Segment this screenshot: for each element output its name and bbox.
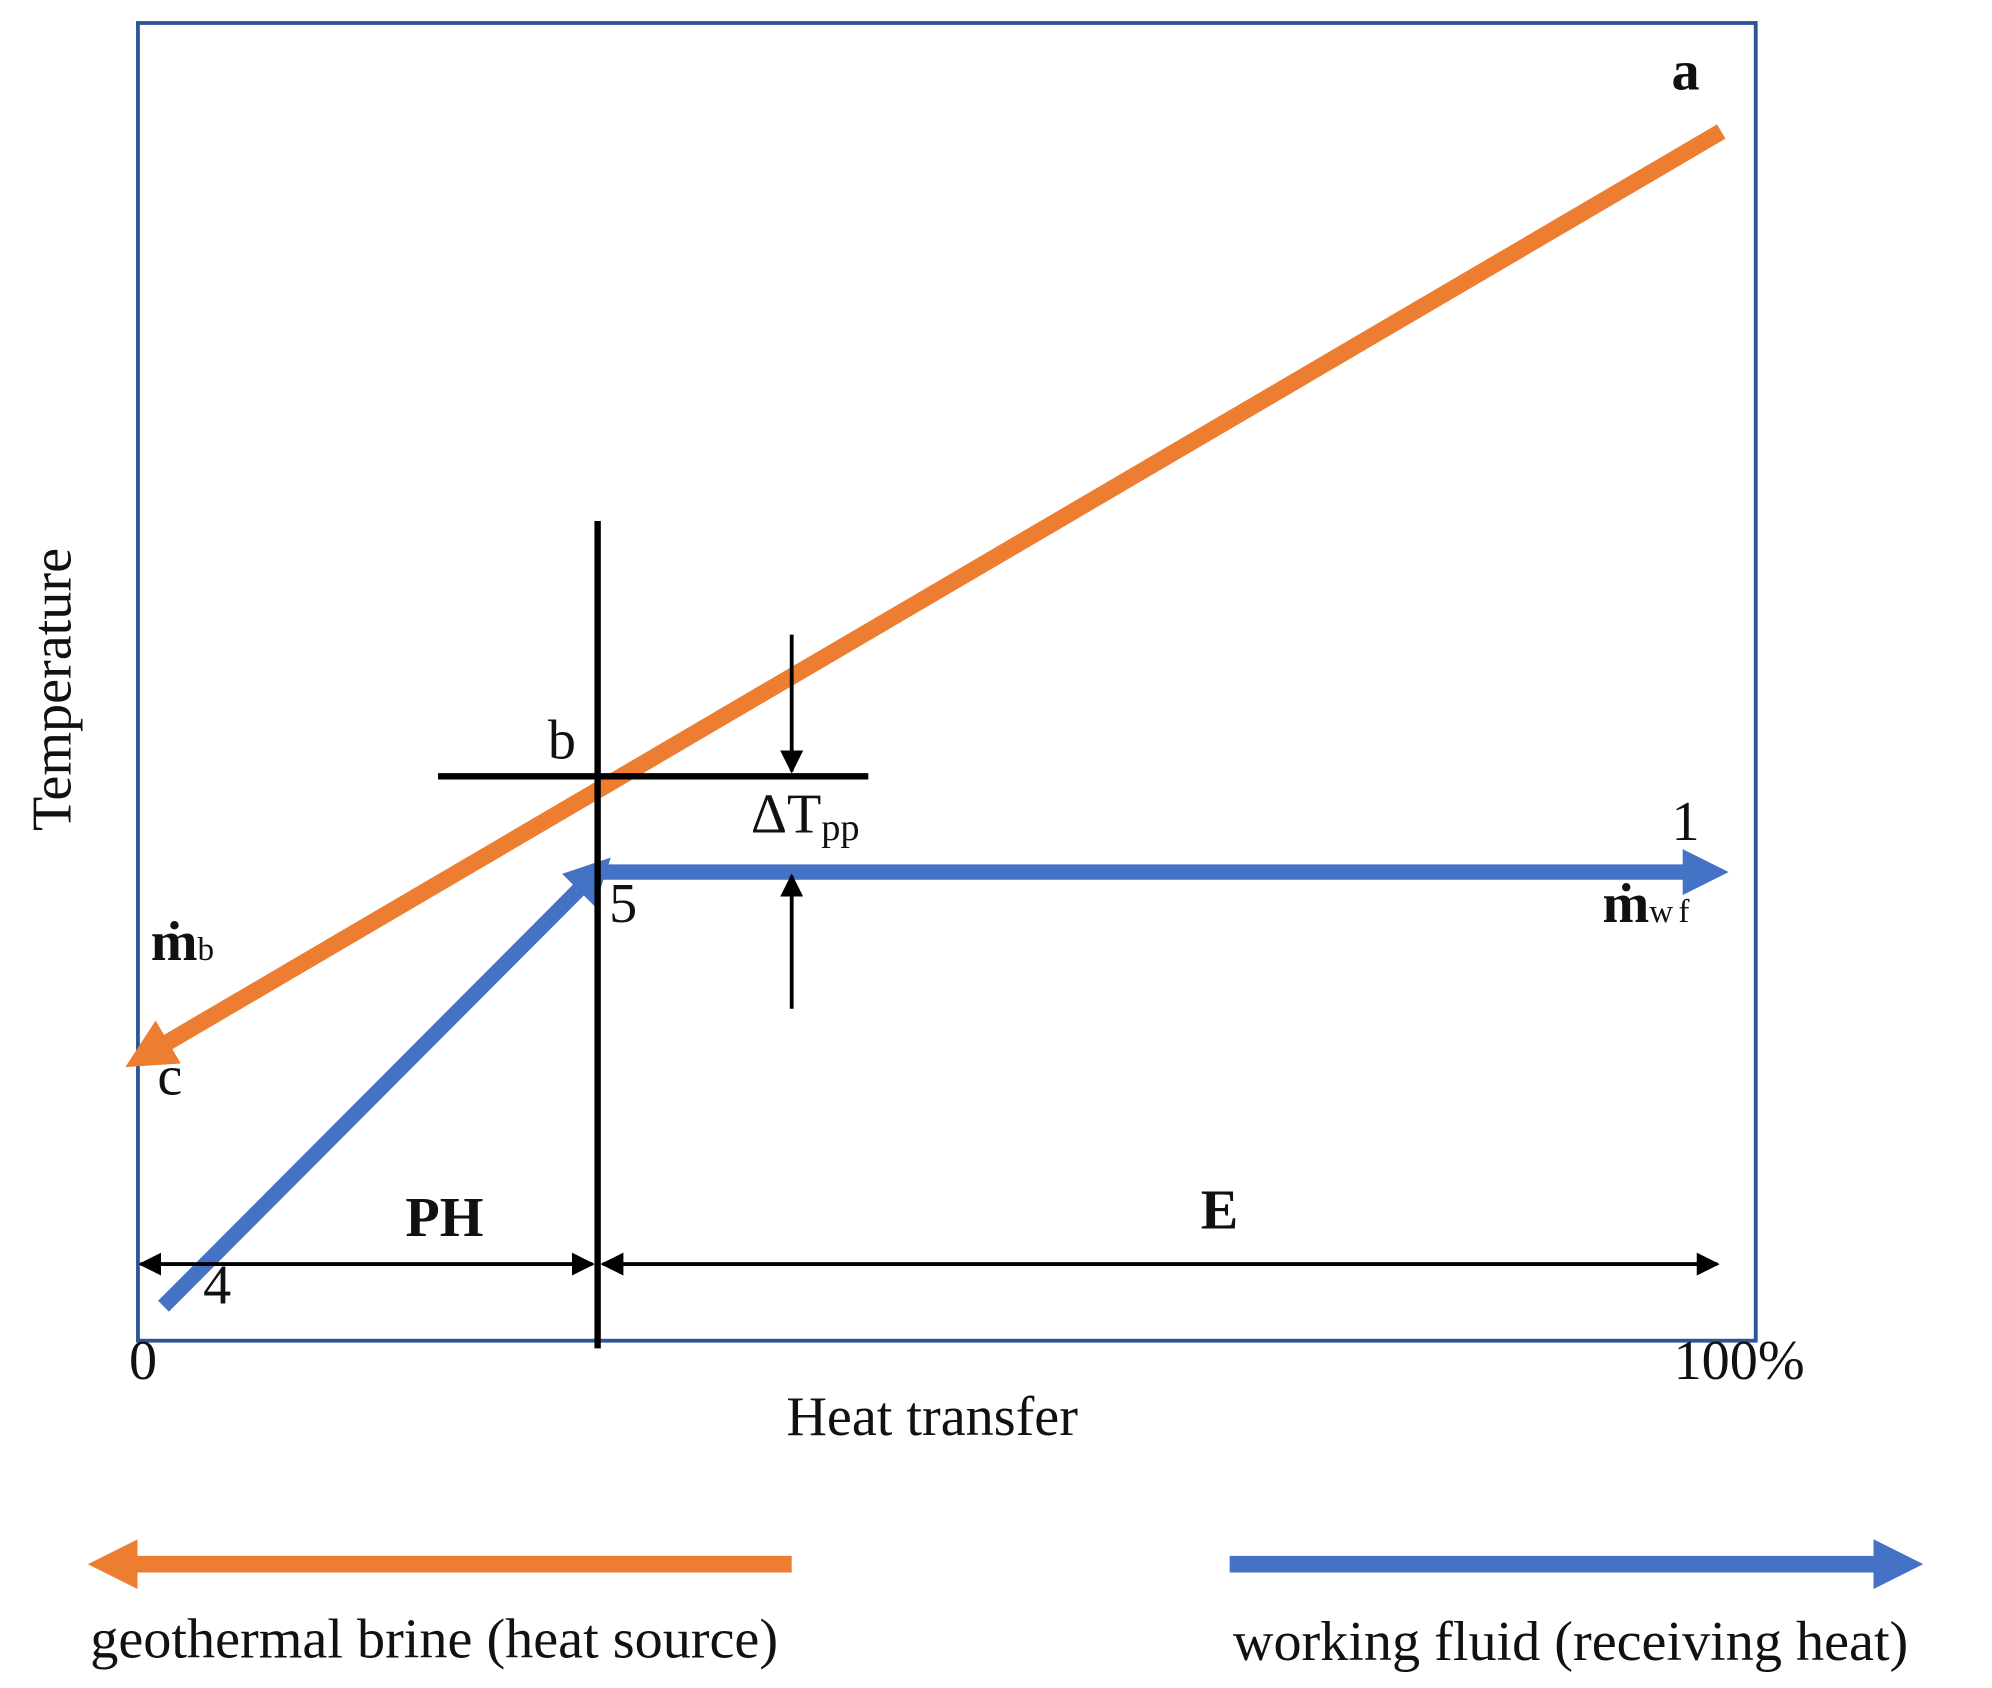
pinch-sub: pp (821, 807, 859, 849)
point-label: a (1671, 40, 1699, 102)
point-label: 4 (203, 1255, 231, 1317)
y-axis-label: Temperature (21, 548, 83, 831)
wf-flow-label: ṁwf (1603, 873, 1695, 935)
brine-flow-label: ṁb (151, 911, 214, 973)
pinch-label: ΔTpp (751, 784, 860, 850)
legend-label: working fluid (receiving heat) (1233, 1611, 1908, 1673)
working-fluid-preheat (158, 857, 611, 1312)
flow-sub: b (198, 931, 215, 968)
region-label: PH (405, 1187, 483, 1249)
flow-sub: wf (1649, 893, 1694, 930)
brine-line (125, 124, 1726, 1068)
legend-label: geothermal brine (heat source) (90, 1608, 778, 1670)
frame (136, 21, 1758, 1343)
x-axis-label: Heat transfer (786, 1386, 1078, 1448)
region-label: E (1201, 1179, 1238, 1241)
pinch-symbol: ΔT (751, 784, 821, 846)
x-end-label: 100% (1674, 1330, 1805, 1392)
point-label: b (548, 709, 576, 771)
point-label: c (157, 1045, 182, 1107)
point-label: 1 (1671, 791, 1699, 853)
flow-symbol: ṁ (151, 911, 198, 973)
x-start-label: 0 (129, 1330, 157, 1392)
point-label: 5 (609, 873, 637, 935)
flow-symbol: ṁ (1603, 873, 1650, 935)
